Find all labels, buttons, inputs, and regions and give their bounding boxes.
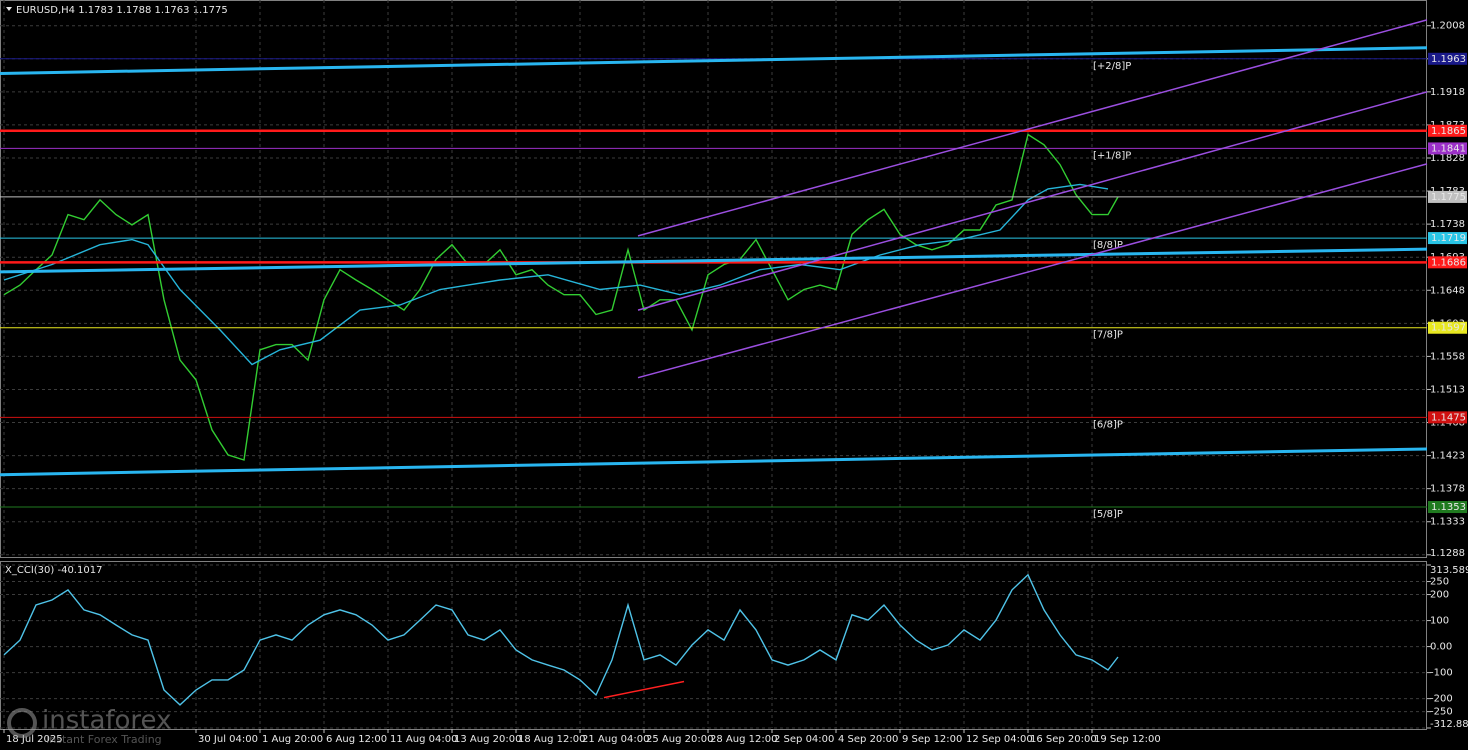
menu-triangle[interactable] bbox=[6, 7, 12, 11]
level-price-label: 1.1841 bbox=[1431, 143, 1466, 154]
y-tick-label: -100 bbox=[1430, 668, 1453, 679]
y-tick-label: 1.1378 bbox=[1430, 484, 1465, 495]
x-tick-label: 13 Aug 20:00 bbox=[454, 734, 521, 745]
watermark-brand: instaforex bbox=[42, 706, 171, 736]
series-line bbox=[3, 573, 1119, 706]
series-line bbox=[3, 183, 1109, 366]
y-tick-label: 313.5897 bbox=[1430, 565, 1468, 576]
y-tick-label: 1.1648 bbox=[1430, 285, 1465, 296]
level-price-box bbox=[1428, 501, 1467, 514]
y-tick-label: 250 bbox=[1430, 577, 1449, 588]
trend-line bbox=[0, 447, 1428, 477]
y-tick-label: 1.2008 bbox=[1430, 21, 1465, 32]
x-tick-label: 28 Aug 12:00 bbox=[710, 734, 777, 745]
marks bbox=[3, 133, 1119, 461]
y-tick-label: 1.1423 bbox=[1430, 451, 1465, 462]
level-tag: [+1/8]P bbox=[1093, 150, 1131, 161]
level-price-label: 1.1719 bbox=[1431, 233, 1466, 244]
y-tick-label: -312.8800 bbox=[1430, 719, 1468, 730]
level-price-label: 1.1597 bbox=[1431, 323, 1466, 334]
level-price-box bbox=[1428, 190, 1467, 203]
watermark-tagline: Instant Forex Trading bbox=[46, 733, 162, 746]
level-price-label: 1.1775 bbox=[1431, 192, 1466, 203]
cci-panel-frame bbox=[0, 561, 1427, 730]
level-price-label: 1.1963 bbox=[1431, 54, 1466, 65]
watermark: instaforex Instant Forex Trading bbox=[7, 706, 171, 746]
x-tick-label: 30 Jul 04:00 bbox=[198, 734, 258, 745]
level-price-label: 1.1475 bbox=[1431, 412, 1466, 423]
level-price-label: 1.1353 bbox=[1431, 502, 1466, 513]
x-tick-label: 18 Aug 12:00 bbox=[518, 734, 585, 745]
y-tick-label: 1.1558 bbox=[1430, 351, 1465, 362]
level-tag: [7/8]P bbox=[1093, 330, 1123, 341]
level-price-box bbox=[1428, 142, 1467, 155]
x-tick-label: 1 Aug 20:00 bbox=[262, 734, 323, 745]
cci-title: X_CCI(30) -40.1017 bbox=[5, 565, 102, 576]
trend-line bbox=[637, 91, 1428, 311]
level-price-box bbox=[1428, 124, 1467, 137]
level-price-box bbox=[1428, 411, 1467, 424]
price-title: EURUSD,H4 1.1783 1.1788 1.1763 1.1775 bbox=[16, 5, 228, 16]
trend-line bbox=[637, 19, 1428, 237]
level-price-label: 1.1686 bbox=[1431, 257, 1466, 268]
level-tag: [8/8]P bbox=[1093, 240, 1123, 251]
trend-line bbox=[0, 247, 1428, 274]
y-tick-label: 1.1513 bbox=[1430, 384, 1465, 395]
y-tick-label: 100 bbox=[1430, 616, 1449, 627]
series-line bbox=[3, 133, 1119, 461]
y-tick-label: -250 bbox=[1430, 707, 1453, 718]
x-tick-label: 11 Aug 04:00 bbox=[390, 734, 457, 745]
x-tick-label: 9 Sep 12:00 bbox=[902, 734, 962, 745]
x-tick-label: 18 Jul 2025 bbox=[6, 734, 63, 745]
x-tick-label: 16 Sep 20:00 bbox=[1030, 734, 1097, 745]
y-tick-label: 1.1918 bbox=[1430, 87, 1465, 98]
x-tick-label: 2 Sep 04:00 bbox=[774, 734, 834, 745]
y-tick-label: -200 bbox=[1430, 694, 1453, 705]
y-tick-label: 0.00 bbox=[1430, 642, 1452, 653]
level-price-label: 1.1865 bbox=[1431, 126, 1466, 137]
trend-line bbox=[0, 46, 1428, 75]
y-tick-label: 1.1738 bbox=[1430, 219, 1465, 230]
level-tag: [5/8]P bbox=[1093, 509, 1123, 520]
x-tick-label: 6 Aug 12:00 bbox=[326, 734, 387, 745]
marks bbox=[3, 573, 1119, 706]
x-tick-label: 21 Aug 04:00 bbox=[582, 734, 649, 745]
x-tick-label: 12 Sep 04:00 bbox=[966, 734, 1033, 745]
level-tag: [+2/8]P bbox=[1093, 61, 1131, 72]
level-price-box bbox=[1428, 232, 1467, 245]
x-tick-label: 19 Sep 12:00 bbox=[1094, 734, 1161, 745]
y-tick-label: 200 bbox=[1430, 590, 1449, 601]
x-tick-label: 25 Aug 20:00 bbox=[646, 734, 713, 745]
x-tick-label: 4 Sep 20:00 bbox=[838, 734, 898, 745]
price-panel-frame bbox=[0, 0, 1427, 558]
level-tag: [6/8]P bbox=[1093, 419, 1123, 430]
level-price-box bbox=[1428, 256, 1467, 269]
level-price-box bbox=[1428, 52, 1467, 65]
grid bbox=[0, 564, 1427, 729]
trend-line bbox=[637, 163, 1428, 379]
logo-icon bbox=[7, 708, 37, 738]
y-tick-label: 1.1333 bbox=[1430, 517, 1465, 528]
divergence-line bbox=[603, 680, 685, 699]
level-price-box bbox=[1428, 321, 1467, 334]
y-tick-label: 1.1288 bbox=[1430, 548, 1465, 559]
y-tick-label: 1.1828 bbox=[1430, 153, 1465, 164]
